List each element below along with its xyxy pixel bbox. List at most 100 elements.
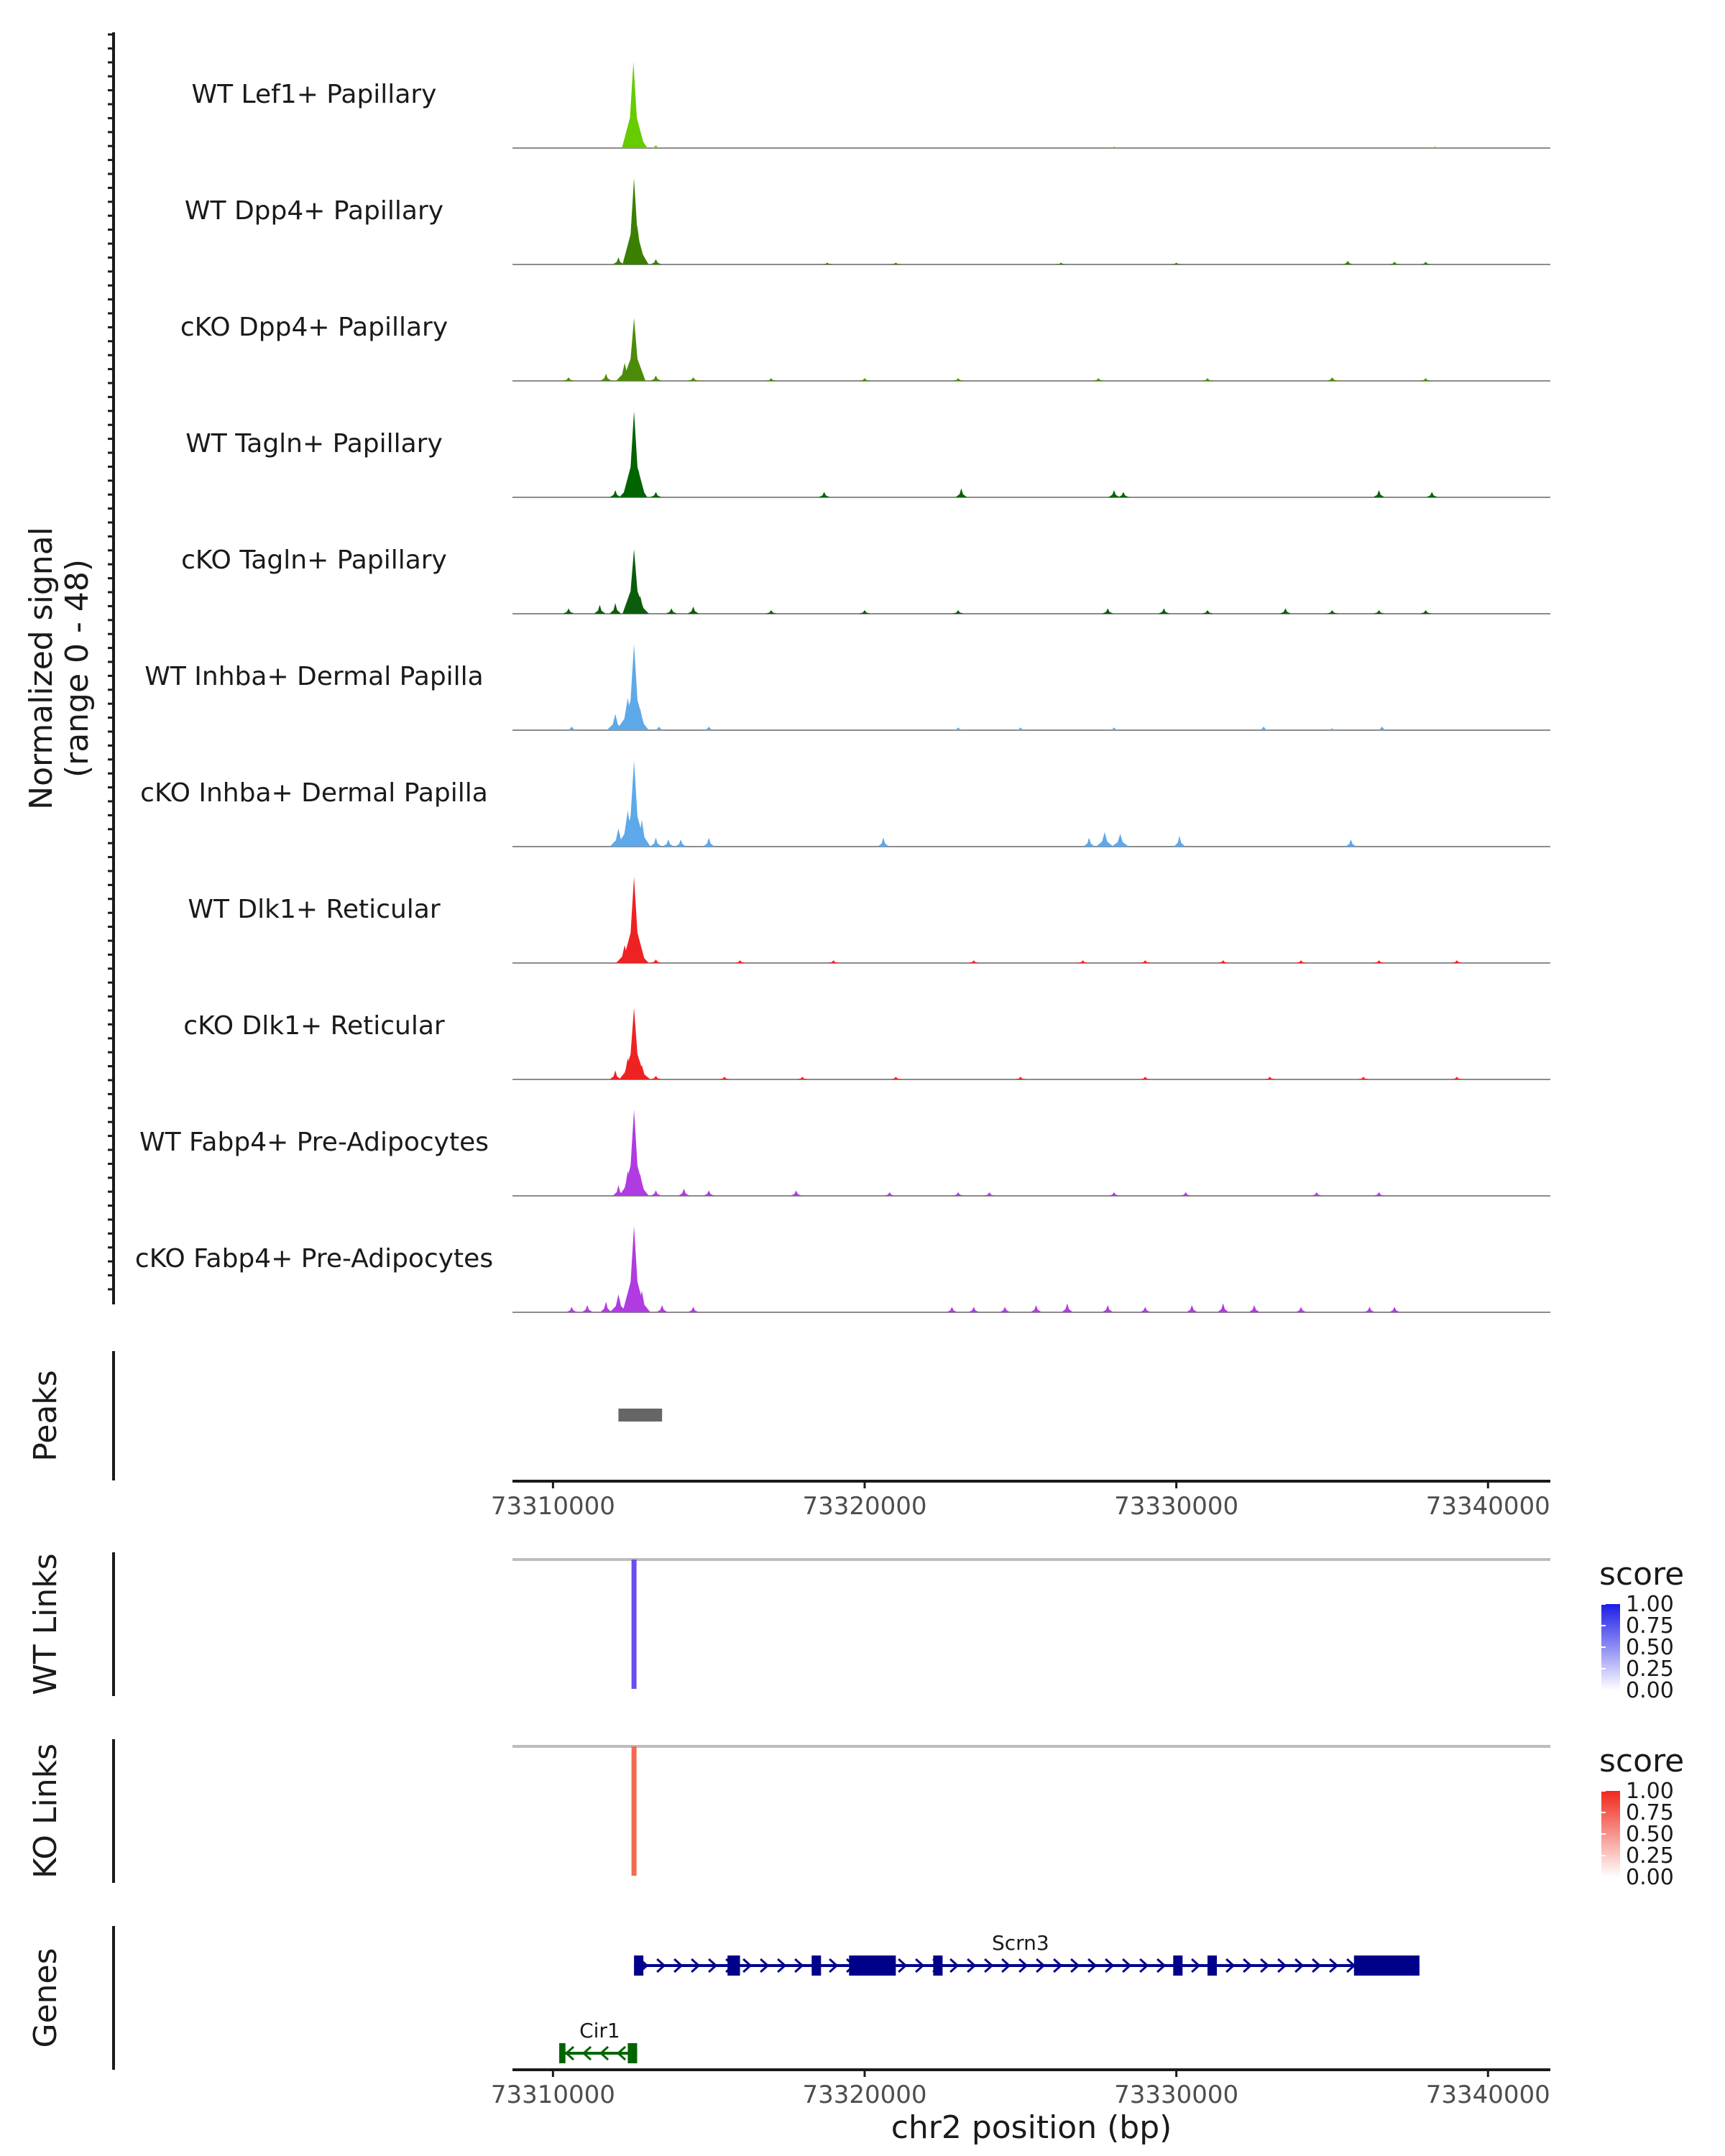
- coverage-peak: [952, 378, 965, 381]
- coverage-peak: [1179, 1192, 1192, 1196]
- coverage-track-label: cKO Dlk1+ Reticular: [183, 1011, 445, 1041]
- gene-label: Cir1: [579, 2019, 620, 2042]
- coverage-peak: [1202, 378, 1214, 381]
- strand-arrow-icon: [949, 1958, 960, 1973]
- coverage-peak: [796, 1077, 809, 1079]
- strand-arrow-icon: [915, 1958, 925, 1973]
- coverage-peak: [1117, 492, 1129, 497]
- strand-arrow-icon: [1191, 1958, 1201, 1973]
- coverage-peak: [1014, 1077, 1026, 1079]
- coverage-peak: [1345, 839, 1357, 847]
- link-tracks: WT Links KO Links: [27, 1552, 1550, 1883]
- coverage-peak: [666, 608, 678, 614]
- coverage-peak: [1326, 728, 1338, 730]
- coverage-peak: [1389, 1307, 1401, 1312]
- strand-arrow-icon: [898, 1958, 908, 1973]
- coverage-peak: [1450, 1077, 1463, 1079]
- coverage-peak: [821, 262, 833, 264]
- genes-track: Genes Scrn3 Cir1: [27, 1926, 1420, 2070]
- gene-exon: [627, 2043, 638, 2063]
- coverage-peak: [675, 839, 687, 847]
- coverage-peak: [656, 1305, 668, 1312]
- coverage-peak: [878, 837, 890, 847]
- coverage-peak: [650, 259, 662, 264]
- coverage-peak: [1014, 727, 1026, 730]
- strand-arrow-icon: [1018, 1958, 1029, 1973]
- legend-tick-label: 0.25: [1626, 1657, 1674, 1682]
- coverage-peak: [631, 1174, 649, 1196]
- coverage-peak: [622, 178, 646, 264]
- coverage-peak: [650, 375, 662, 381]
- coverage-track-label: cKO Dpp4+ Papillary: [180, 313, 448, 342]
- coverage-track-label: cKO Inhba+ Dermal Papilla: [140, 778, 488, 808]
- coverage-peak: [653, 727, 665, 730]
- coverage-peak: [1077, 960, 1089, 963]
- coverage-peak: [1102, 1305, 1114, 1312]
- coverage-peak: [1389, 262, 1401, 264]
- gene-exon: [849, 1955, 896, 1976]
- coverage-peak: [890, 1077, 902, 1079]
- coverage-peak: [734, 960, 746, 963]
- y-axis-range-label: (range 0 - 48): [59, 559, 96, 778]
- coverage-peak: [952, 727, 965, 730]
- coverage-peak: [1217, 960, 1229, 963]
- coverage-peak: [1376, 727, 1388, 730]
- legend-tick-label: 0.00: [1626, 1865, 1674, 1890]
- strand-arrow-icon: [1225, 1958, 1236, 1973]
- coverage-peak: [1102, 608, 1114, 614]
- coverage-peak: [662, 839, 674, 847]
- coverage-peak: [622, 549, 646, 614]
- strand-arrow-icon: [1070, 1958, 1080, 1973]
- coverage-track: WT Lef1+ Papillary: [192, 62, 1550, 149]
- coverage-track: cKO Tagln+ Papillary: [181, 545, 1550, 614]
- coverage-track: WT Dlk1+ Reticular: [188, 877, 1550, 964]
- coverage-peak: [631, 945, 649, 963]
- ko-legend-title: score: [1599, 1743, 1684, 1779]
- peaks-track: Peaks: [27, 1351, 663, 1480]
- legend-tick-label: 1.00: [1626, 1779, 1674, 1804]
- coverage-peak: [703, 1190, 715, 1196]
- coverage-track-label: WT Dpp4+ Papillary: [185, 196, 443, 226]
- strand-arrow-icon: [581, 2045, 592, 2061]
- strand-arrow-icon: [1122, 1958, 1132, 1973]
- strand-arrow-icon: [1105, 1958, 1115, 1973]
- wt-score-legend: score 1.000.750.500.250.00: [1599, 1556, 1684, 1703]
- coverage-peak: [1108, 1192, 1120, 1196]
- x-tick-label: 73340000: [1426, 1492, 1550, 1521]
- coverage-peak: [818, 492, 830, 497]
- coverage-peak: [1111, 834, 1129, 847]
- strand-arrow-icon: [1087, 1958, 1098, 1973]
- ko-score-legend: score 1.000.750.500.250.00: [1599, 1743, 1684, 1890]
- coverage-peak: [622, 62, 645, 148]
- coverage-peak: [1186, 1305, 1198, 1312]
- coverage-tracks: WT Lef1+ Papillary WT Dpp4+ Papillary cKO …: [135, 62, 1550, 1313]
- y-axis-label: Normalized signal: [23, 527, 60, 810]
- legend-tick-label: 0.50: [1626, 1822, 1674, 1847]
- x-tick-label: 73320000: [802, 2081, 926, 2109]
- coverage-peak: [1450, 960, 1463, 963]
- coverage-peak: [952, 1192, 965, 1196]
- coverage-peak: [1139, 960, 1151, 963]
- coverage-peak: [1342, 261, 1354, 264]
- coverage-track-label: cKO Fabp4+ Pre-Adipocytes: [135, 1244, 493, 1273]
- gene-exon: [1208, 1955, 1218, 1976]
- coverage-peak: [628, 359, 646, 381]
- strand-arrow-icon: [1312, 1958, 1322, 1973]
- coverage-peak: [1326, 610, 1338, 614]
- x-tick-label: 73330000: [1114, 2081, 1238, 2109]
- coverage-peak: [594, 604, 606, 614]
- coverage-peak: [1030, 1305, 1042, 1312]
- legend-tick-label: 0.75: [1626, 1800, 1674, 1825]
- coverage-peak: [630, 470, 648, 497]
- coverage-peak: [650, 492, 662, 497]
- coverage-peak: [1139, 1077, 1151, 1079]
- strand-arrow-icon: [1156, 1958, 1167, 1973]
- coverage-track: cKO Inhba+ Dermal Papilla: [140, 760, 1550, 847]
- coverage-peak: [622, 877, 646, 963]
- x-tick-label: 73310000: [491, 1492, 615, 1521]
- wt-links-label: WT Links: [27, 1553, 64, 1695]
- coverage-peak: [1139, 1307, 1151, 1312]
- coverage-peak: [581, 1305, 594, 1312]
- coverage-peak: [632, 819, 650, 847]
- coverage-track: cKO Dpp4+ Papillary: [180, 313, 1550, 382]
